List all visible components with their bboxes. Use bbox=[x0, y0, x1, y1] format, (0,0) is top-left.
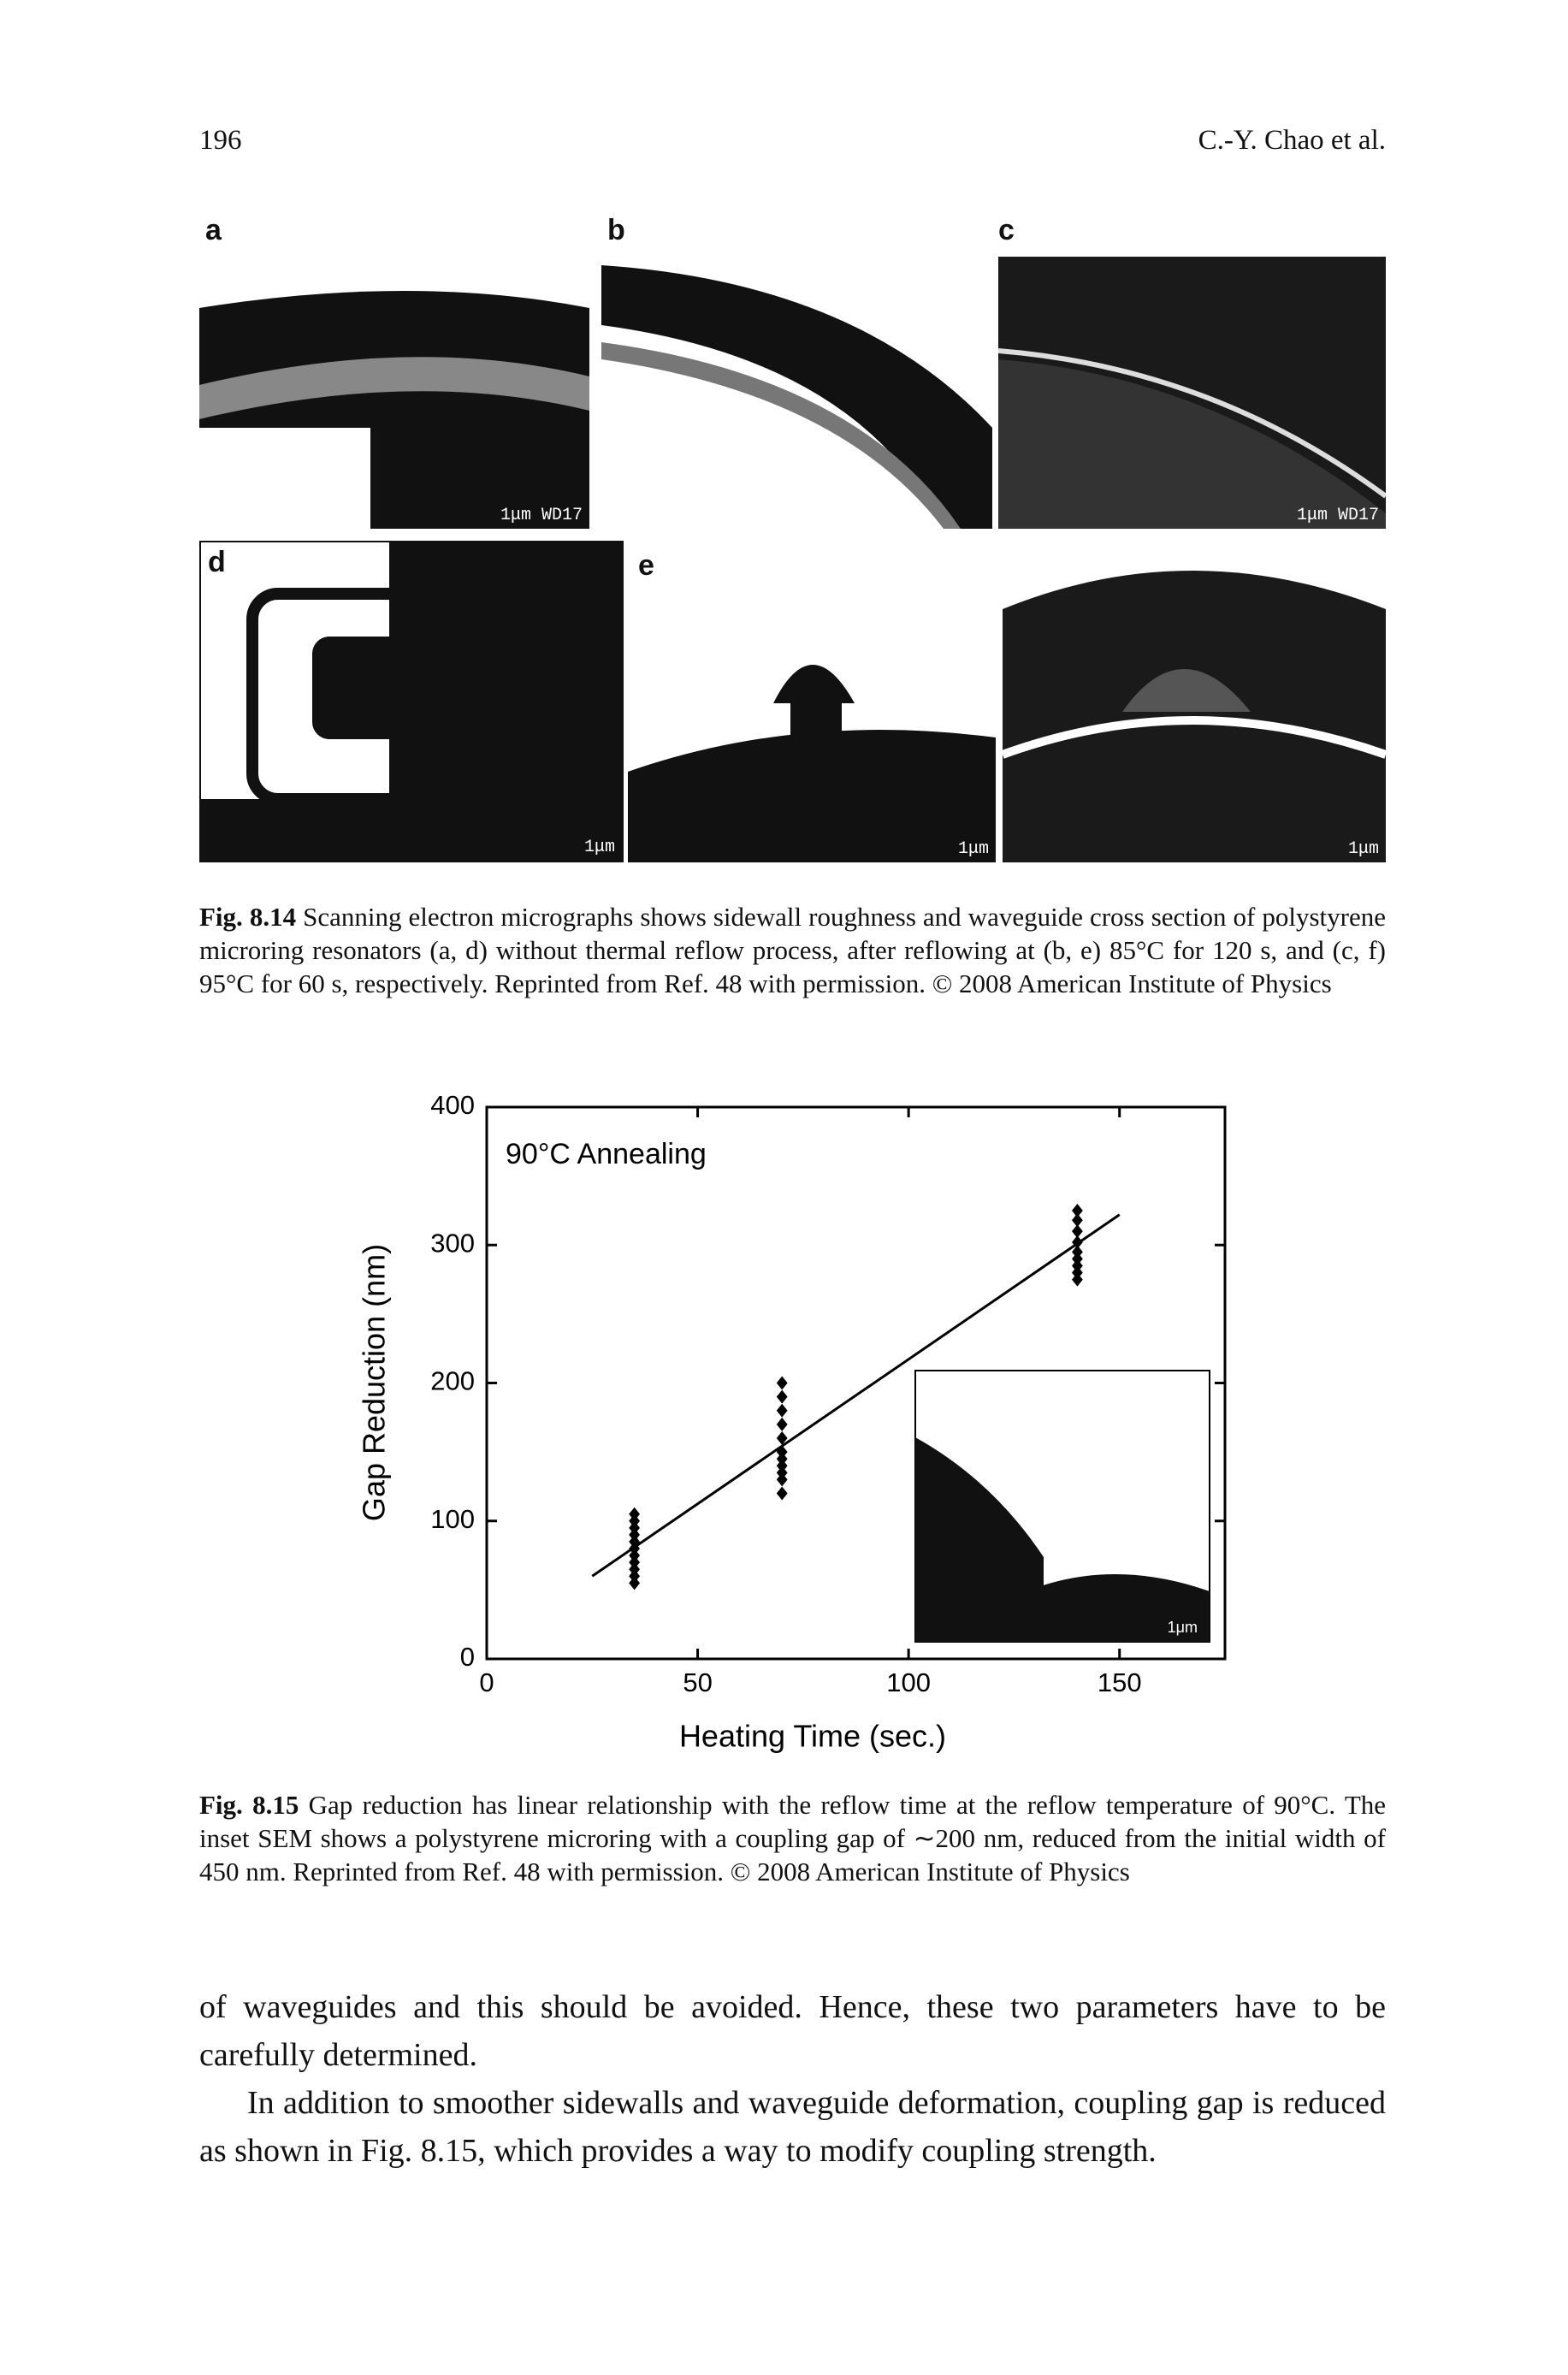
sem-image: d 1μm bbox=[199, 541, 624, 862]
page-number: 196 bbox=[199, 125, 242, 156]
data-point bbox=[629, 1513, 640, 1528]
data-point bbox=[776, 1445, 788, 1460]
x-tick-label: 0 bbox=[479, 1667, 494, 1697]
panel-label: e bbox=[638, 549, 654, 582]
data-point bbox=[629, 1576, 640, 1590]
sem-art bbox=[998, 348, 1386, 529]
figure-caption: Fig. 8.15 Gap reduction has linear relat… bbox=[199, 1788, 1386, 1888]
running-head: C.-Y. Chao et al. bbox=[1198, 125, 1386, 156]
y-tick-label: 300 bbox=[430, 1228, 475, 1258]
sem-art bbox=[199, 291, 589, 529]
panel-label: b bbox=[607, 214, 625, 246]
scale-bar-label: 1μm bbox=[1347, 839, 1379, 859]
inset-scale-label: 1μm bbox=[1168, 1619, 1198, 1636]
data-point bbox=[629, 1542, 640, 1555]
caption-text: Gap reduction has linear relationship wi… bbox=[199, 1790, 1387, 1886]
inset-image: 1μm bbox=[914, 1370, 1210, 1643]
data-point bbox=[776, 1376, 788, 1390]
data-point bbox=[776, 1472, 788, 1487]
data-point bbox=[776, 1389, 788, 1404]
data-point bbox=[629, 1562, 640, 1577]
caption-label: Fig. 8.14 bbox=[199, 902, 297, 932]
y-tick-label: 100 bbox=[430, 1504, 475, 1534]
data-point bbox=[629, 1555, 640, 1570]
data-point bbox=[629, 1549, 640, 1563]
scale-bar-label: 1μm bbox=[583, 838, 615, 857]
x-tick-label: 50 bbox=[683, 1667, 712, 1697]
sem-image: e 1μm bbox=[628, 541, 996, 862]
data-point bbox=[629, 1534, 640, 1549]
scale-bar-label: 1μm WD17 bbox=[1296, 506, 1379, 525]
sem-art bbox=[1003, 541, 1386, 759]
chart: 90°C Annealing Heating Time (sec.) Gap R… bbox=[357, 1090, 1227, 1754]
data-point bbox=[629, 1569, 640, 1584]
x-axis-title: Heating Time (sec.) bbox=[679, 1719, 946, 1754]
panel-label: f bbox=[1008, 544, 1018, 577]
data-point bbox=[776, 1459, 788, 1473]
data-point bbox=[629, 1520, 640, 1535]
data-point bbox=[776, 1486, 788, 1501]
sem-image: 1μm WD17 bbox=[199, 257, 589, 529]
caption-label: Fig. 8.15 bbox=[199, 1790, 299, 1820]
sem-image: 1μm WD17 bbox=[998, 257, 1386, 529]
scale-bar-label: 1μm WD17 bbox=[500, 506, 583, 525]
inset-art bbox=[915, 1437, 1044, 1600]
y-tick-label: 0 bbox=[460, 1642, 475, 1672]
body-paragraph: In addition to smoother sidewalls and wa… bbox=[199, 2085, 1386, 2169]
sem-art bbox=[201, 542, 622, 861]
panel-label: d bbox=[208, 546, 226, 578]
panel-label: a bbox=[205, 214, 222, 246]
x-tick-label: 100 bbox=[886, 1667, 931, 1697]
data-point bbox=[776, 1417, 788, 1431]
figure-caption: Fig. 8.14 Scanning electron micrographs … bbox=[199, 900, 1386, 1000]
chart-annotation: 90°C Annealing bbox=[506, 1138, 707, 1170]
y-tick-label: 200 bbox=[430, 1366, 475, 1396]
data-point bbox=[776, 1431, 788, 1445]
sem-art bbox=[601, 265, 992, 529]
scale-bar-label: 1μm bbox=[957, 839, 989, 859]
sem-image bbox=[601, 257, 992, 529]
fit-line bbox=[591, 1213, 1121, 1578]
y-tick-label: 400 bbox=[430, 1090, 475, 1120]
data-point bbox=[1072, 1272, 1083, 1287]
data-point bbox=[776, 1403, 788, 1418]
sem-image: f 1μm bbox=[1003, 541, 1386, 862]
x-tick-label: 150 bbox=[1098, 1667, 1142, 1697]
y-axis-title: Gap Reduction (nm) bbox=[357, 1244, 392, 1521]
inset-art bbox=[915, 1600, 1210, 1642]
data-point bbox=[776, 1452, 788, 1466]
data-point bbox=[629, 1527, 640, 1542]
body-paragraph: of waveguides and this should be avoided… bbox=[199, 1989, 1386, 2073]
caption-text: Scanning electron micrographs shows side… bbox=[199, 902, 1387, 998]
sem-art bbox=[628, 665, 996, 862]
data-point bbox=[776, 1466, 788, 1480]
data-point bbox=[629, 1507, 640, 1521]
panel-label: c bbox=[998, 214, 1015, 246]
